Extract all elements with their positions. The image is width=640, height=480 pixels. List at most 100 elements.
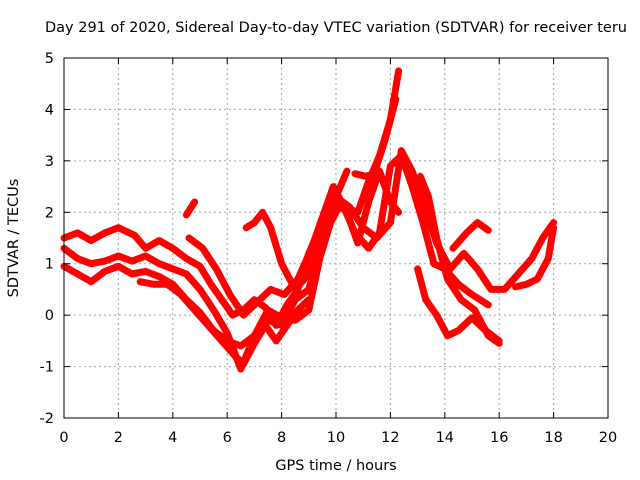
data-point — [414, 265, 421, 272]
data-series-layer — [60, 67, 558, 373]
data-point — [142, 245, 149, 252]
data-point — [365, 245, 372, 252]
x-tick-label: 8 — [277, 430, 286, 446]
y-tick-label: -1 — [40, 360, 54, 376]
data-point — [88, 260, 95, 267]
y-tick-label: 1 — [45, 257, 54, 273]
series-trace — [414, 265, 503, 345]
data-point — [409, 183, 416, 190]
data-point — [101, 229, 108, 236]
data-point — [74, 229, 81, 236]
data-point — [183, 211, 190, 218]
data-point — [142, 253, 149, 259]
x-tick-label: 16 — [490, 430, 508, 446]
data-point — [471, 307, 478, 313]
y-tick-label: 0 — [45, 308, 54, 324]
data-point — [395, 67, 402, 74]
data-point — [156, 237, 163, 244]
data-point — [101, 258, 108, 265]
data-point — [183, 271, 190, 277]
data-point — [430, 260, 437, 267]
data-point — [218, 337, 225, 344]
data-point — [156, 260, 163, 267]
data-point — [330, 183, 337, 190]
data-point — [197, 263, 203, 270]
data-point — [365, 199, 372, 205]
x-tick-label: 2 — [114, 430, 123, 446]
data-point — [458, 296, 465, 303]
data-point — [362, 173, 369, 180]
data-point — [265, 317, 271, 324]
data-point — [387, 163, 394, 169]
y-tick-label: -2 — [40, 411, 54, 427]
data-point — [433, 235, 440, 241]
x-tick-label: 10 — [327, 430, 345, 446]
data-point — [305, 286, 312, 293]
data-point — [444, 332, 451, 339]
data-point — [392, 96, 399, 103]
data-point — [398, 152, 405, 159]
data-point — [485, 301, 492, 308]
data-point — [308, 245, 315, 252]
data-point — [433, 312, 440, 319]
series-track-3 — [60, 167, 403, 350]
data-point — [281, 291, 288, 298]
data-point — [137, 278, 144, 285]
data-point — [460, 250, 467, 257]
data-point — [449, 245, 456, 252]
data-point — [474, 265, 481, 272]
data-point — [156, 273, 163, 280]
data-point — [213, 265, 220, 272]
data-point — [131, 232, 138, 239]
series-track-9 — [449, 219, 492, 252]
data-point — [381, 137, 388, 144]
data-point — [534, 276, 541, 283]
data-point — [395, 209, 402, 216]
data-point — [74, 271, 81, 277]
data-point — [74, 255, 81, 262]
data-point — [365, 178, 372, 185]
data-point — [512, 283, 519, 290]
chart-title: Day 291 of 2020, Sidereal Day-to-day VTE… — [45, 20, 627, 36]
data-point — [550, 224, 557, 231]
x-tick-label: 0 — [59, 430, 68, 446]
data-point — [101, 268, 108, 275]
data-point — [177, 291, 184, 298]
data-point — [444, 276, 451, 283]
data-point — [387, 199, 394, 205]
data-point — [237, 366, 244, 373]
data-point — [352, 170, 359, 177]
data-point — [251, 340, 258, 347]
y-tick-label: 2 — [45, 205, 54, 221]
data-point — [267, 224, 274, 231]
data-point — [422, 296, 429, 303]
y-axis-label: SDTVAR / TECUs — [6, 179, 22, 298]
series-track-11 — [182, 198, 199, 219]
data-point — [115, 263, 122, 270]
data-point — [88, 278, 95, 285]
x-tick-label: 20 — [599, 430, 617, 446]
series-track-4 — [136, 278, 313, 368]
y-tick-label: 4 — [45, 102, 54, 118]
data-point — [278, 260, 285, 267]
data-point — [191, 307, 198, 313]
data-point — [455, 327, 462, 334]
data-point — [319, 214, 326, 221]
data-point — [191, 199, 198, 205]
data-point — [469, 291, 475, 298]
data-point — [485, 227, 492, 234]
data-point — [333, 193, 339, 200]
data-point — [254, 299, 261, 306]
data-point — [354, 209, 361, 216]
data-point — [292, 286, 299, 293]
data-point — [240, 312, 247, 319]
series-trace — [182, 198, 199, 219]
x-tick-label: 6 — [223, 430, 232, 446]
data-point — [417, 173, 424, 180]
x-tick-label: 14 — [436, 430, 454, 446]
data-point — [259, 209, 266, 216]
data-point — [455, 281, 462, 288]
data-point — [305, 296, 312, 303]
data-point — [232, 353, 239, 360]
